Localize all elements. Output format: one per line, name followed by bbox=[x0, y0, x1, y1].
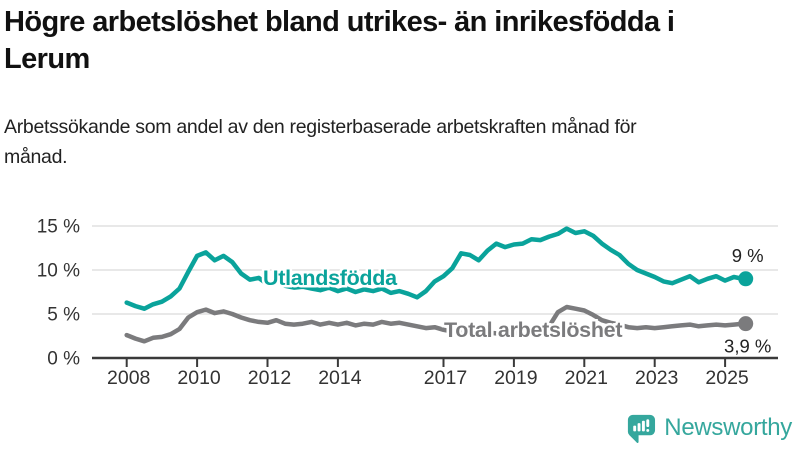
series-end-dot bbox=[738, 316, 754, 332]
newsworthy-logo-icon bbox=[628, 414, 656, 443]
y-tick-label: 5 % bbox=[47, 305, 80, 326]
x-tick-label: 2014 bbox=[318, 367, 362, 389]
x-tick-label: 2023 bbox=[635, 367, 678, 389]
series-line-utlandsf-dda bbox=[124, 226, 745, 311]
y-tick-label: 10 % bbox=[37, 261, 80, 282]
series-end-dot bbox=[738, 271, 754, 287]
series-line-total-arbetsl-shet bbox=[124, 304, 745, 344]
x-tick-label: 2017 bbox=[424, 367, 467, 389]
series-label-total-arbetsl-shet: Total arbetslöshet bbox=[444, 318, 622, 342]
series-label-utlandsf-dda: Utlandsfödda bbox=[263, 266, 398, 290]
series-end-value: 9 % bbox=[732, 245, 764, 266]
series-end-value: 3,9 % bbox=[724, 336, 771, 357]
unemployment-line-chart: 0 % 5 % 10 % 15 % 2008 2010 2012 2014 2017 2019 20… bbox=[37, 217, 778, 389]
y-tick-label: 0 % bbox=[47, 349, 80, 370]
chart-subtitle: Arbetssökande som andel av den registerb… bbox=[4, 116, 637, 168]
x-tick-label: 2012 bbox=[248, 367, 291, 389]
x-tick-label: 2019 bbox=[494, 367, 537, 389]
x-tick-label: 2008 bbox=[107, 367, 150, 389]
chart-title: Högre arbetslöshet bland utrikes- än inr… bbox=[4, 6, 675, 75]
newsworthy-logo-text: Newsworthy bbox=[664, 413, 792, 441]
y-tick-label: 15 % bbox=[37, 217, 80, 238]
newsworthy-logo: Newsworthy bbox=[625, 412, 792, 443]
x-tick-label: 2021 bbox=[565, 367, 608, 389]
x-tick-label: 2010 bbox=[177, 367, 221, 389]
x-tick-label: 2025 bbox=[705, 367, 749, 389]
